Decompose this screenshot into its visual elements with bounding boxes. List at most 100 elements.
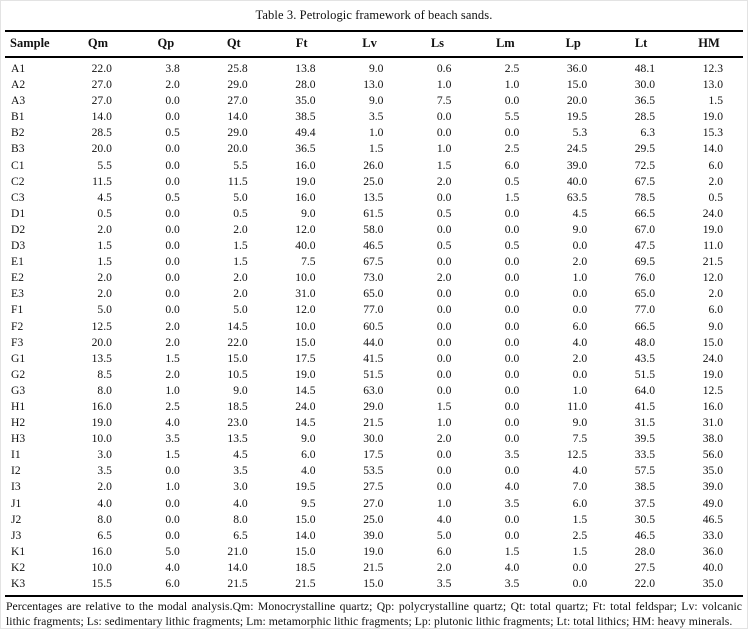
value-cell: 5.5 [97,158,112,172]
value-cell: 1.0 [436,416,452,430]
value-cell: 1.5 [436,158,452,172]
value-cell: 0.0 [436,222,452,236]
value-cell: 49.0 [702,496,723,510]
value-cell: 0.0 [436,367,452,381]
value-cell: 13.0 [363,78,384,92]
value-cell: 9.5 [301,496,316,510]
table-row: I3 2.0 1.0 3.0 19.5 27.5 0.0 4.0 7.0 38.5 39.0 [5,479,743,495]
value-cell: 3.5 [97,464,112,478]
value-cell: 12.5 [566,448,588,462]
value-cell: 18.5 [295,560,316,574]
value-cell: 6.0 [301,448,316,462]
value-cell: 48.0 [634,335,656,349]
table-row: F1 5.0 0.0 5.0 12.0 77.0 0.0 0.0 0.0 77.0 6.0 [5,302,743,318]
value-cell: 1.5 [572,544,588,558]
value-cell: 1.5 [504,190,520,204]
value-cell: 1.5 [97,239,112,253]
value-cell: 67.5 [363,255,384,269]
value-cell: 0.0 [504,464,520,478]
value-cell: 0.0 [504,367,520,381]
value-cell: 2.0 [436,432,452,446]
value-cell: 15.0 [227,351,248,365]
value-cell: 0.5 [504,239,520,253]
sample-id-cell: B2 [11,126,25,140]
table-row: C3 4.5 0.5 5.0 16.0 13.5 0.0 1.5 63.5 78.5 0.5 [5,190,743,206]
value-cell: 7.5 [436,94,452,108]
table-row: F3 20.0 2.0 22.0 15.0 44.0 0.0 0.0 4.0 48.0 15.0 [5,335,743,351]
value-cell: 0.5 [436,239,452,253]
value-cell: 5.0 [436,528,452,542]
table-row: G3 8.0 1.0 9.0 14.5 63.0 0.0 0.0 1.0 64.0 12.5 [5,383,743,399]
value-cell: 22.0 [227,335,248,349]
value-cell: 0.0 [436,110,452,124]
value-cell: 14.0 [227,560,248,574]
sample-id-cell: B1 [11,110,25,124]
value-cell: 64.0 [634,383,656,397]
value-cell: 2.5 [165,399,180,413]
value-cell: 27.5 [363,480,384,494]
value-cell: 12.5 [91,319,112,333]
value-cell: 73.0 [363,271,384,285]
value-cell: 14.5 [295,416,316,430]
value-cell: 24.5 [566,142,588,156]
value-cell: 3.5 [504,448,520,462]
value-cell: 40.0 [566,174,588,188]
table-footnote: Percentages are relative to the modal an… [6,600,742,628]
value-cell: 0.0 [165,255,180,269]
value-cell: 14.0 [91,110,112,124]
table-row: E3 2.0 0.0 2.0 31.0 65.0 0.0 0.0 0.0 65.0 2.0 [5,286,743,302]
sample-id-cell: K3 [11,577,26,590]
value-cell: 2.5 [504,62,520,75]
column-header-lp: Lp [539,31,608,58]
table-row: A2 27.0 2.0 29.0 28.0 13.0 1.0 1.0 15.0 30.0 13.0 [5,77,743,93]
value-cell: 0.0 [504,271,520,285]
value-cell: 40.0 [702,560,723,574]
table-row: K1 16.0 5.0 21.0 15.0 19.0 6.0 1.5 1.5 28.0 36.0 [5,544,743,560]
value-cell: 27.0 [91,94,112,108]
value-cell: 2.0 [233,287,248,301]
value-cell: 19.0 [363,544,384,558]
value-cell: 29.0 [227,78,248,92]
value-cell: 0.0 [436,303,452,317]
value-cell: 8.0 [97,383,112,397]
value-cell: 38.5 [295,110,316,124]
sample-id-cell: F3 [11,335,24,349]
value-cell: 5.0 [97,303,112,317]
value-cell: 2.0 [165,367,180,381]
value-cell: 0.0 [165,496,180,510]
value-cell: 19.0 [702,110,723,124]
table-row: I1 3.0 1.5 4.5 6.0 17.5 0.0 3.5 12.5 33.5 56.0 [5,447,743,463]
value-cell: 67.5 [634,174,656,188]
value-cell: 33.5 [634,448,656,462]
sample-id-cell: E1 [11,255,24,269]
value-cell: 19.0 [702,222,723,236]
value-cell: 77.0 [363,303,384,317]
value-cell: 51.5 [363,367,384,381]
sample-id-cell: A2 [11,78,26,92]
value-cell: 21.5 [227,577,248,590]
value-cell: 24.0 [702,351,723,365]
value-cell: 36.0 [702,544,723,558]
value-cell: 11.0 [567,399,588,413]
value-cell: 10.0 [91,432,112,446]
value-cell: 8.5 [97,367,112,381]
value-cell: 76.0 [634,271,656,285]
value-cell: 16.0 [91,399,112,413]
value-cell: 2.5 [504,142,520,156]
value-cell: 29.5 [634,142,656,156]
value-cell: 77.0 [634,303,656,317]
value-cell: 1.5 [165,448,180,462]
value-cell: 0.0 [572,577,588,590]
value-cell: 4.0 [504,560,520,574]
value-cell: 2.0 [436,560,452,574]
value-cell: 0.0 [504,94,520,108]
value-cell: 14.0 [295,528,316,542]
value-cell: 23.0 [227,416,248,430]
table-row: K2 10.0 4.0 14.0 18.5 21.5 2.0 4.0 0.0 27.5 40.0 [5,560,743,576]
value-cell: 3.0 [97,448,112,462]
value-cell: 12.5 [702,383,723,397]
value-cell: 13.8 [295,62,316,75]
value-cell: 16.0 [702,399,723,413]
value-cell: 0.0 [572,560,588,574]
value-cell: 51.5 [634,367,656,381]
